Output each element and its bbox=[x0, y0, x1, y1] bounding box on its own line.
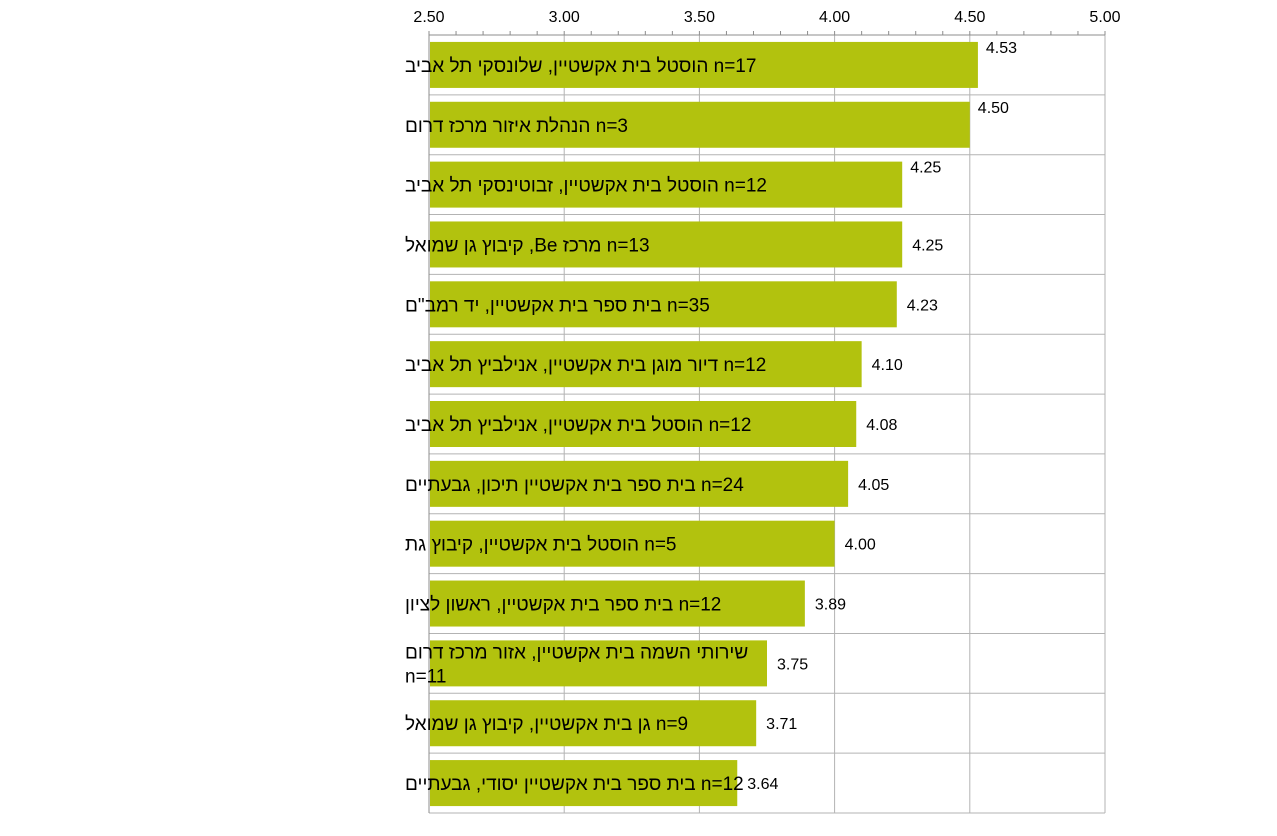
bar bbox=[430, 341, 862, 388]
data-label: 3.89 bbox=[815, 597, 846, 614]
data-labels: 4.53 4.50 4.25 4.25 4.23 4.10 4.08 4.05 4.00 3.89… bbox=[747, 40, 1017, 793]
data-label: 4.25 bbox=[912, 237, 943, 254]
data-label: 4.00 bbox=[845, 537, 876, 554]
data-label: 4.23 bbox=[907, 297, 938, 314]
data-label: 4.05 bbox=[858, 477, 889, 494]
bar bbox=[430, 161, 903, 208]
data-label: 4.53 bbox=[986, 40, 1017, 57]
data-label: 4.50 bbox=[978, 100, 1009, 117]
category-label: n=12 בית ספר בית אקשטיין, ראשון לציון bbox=[405, 595, 721, 616]
chart-bars bbox=[430, 41, 978, 807]
bar bbox=[430, 401, 857, 447]
data-label: 3.64 bbox=[747, 776, 778, 793]
x-tick-label: 4.00 bbox=[819, 9, 850, 26]
bar bbox=[430, 101, 970, 148]
bar bbox=[430, 221, 903, 268]
category-label: שירותי השמה בית אקשטיין, אזור מרכז דרום bbox=[405, 642, 748, 663]
category-label: n=35 בית ספר בית אקשטיין, יד רמב"ם bbox=[405, 295, 710, 316]
data-label: 4.08 bbox=[866, 417, 897, 434]
category-label: n=12 הוסטל בית אקשטיין, אנילביץ תל אביב bbox=[405, 415, 751, 436]
category-label: n=24 בית ספר בית אקשטיין תיכון, גבעתיים bbox=[405, 475, 744, 496]
category-label: n=5 הוסטל בית אקשטיין, קיבוץ גת bbox=[405, 535, 677, 556]
data-label: 3.75 bbox=[777, 656, 808, 673]
x-tick-label: 2.50 bbox=[413, 9, 444, 26]
category-label: n=11 bbox=[405, 666, 446, 687]
category-label: n=12 בית ספר בית אקשטיין יסודי, גבעתיים bbox=[405, 774, 744, 795]
x-tick-label: 4.50 bbox=[954, 9, 985, 26]
bar bbox=[430, 281, 897, 328]
chart-grid bbox=[428, 31, 1106, 814]
category-label: n=12 דיור מוגן בית אקשטיין, אנילביץ תל א… bbox=[405, 355, 766, 376]
bar bbox=[430, 460, 849, 507]
category-labels: n=17 הוסטל בית אקשטיין, שלונסקי תל אביב n… bbox=[405, 56, 767, 795]
bar bbox=[430, 700, 757, 747]
category-label: n=9 גן בית אקשטיין, קיבוץ גן שמואל bbox=[405, 714, 688, 735]
bar bbox=[430, 580, 805, 627]
x-axis-ticks: 2.50 3.00 3.50 4.00 4.50 5.00 bbox=[413, 9, 1120, 26]
data-label: 4.25 bbox=[910, 160, 941, 177]
category-label: n=13 מרכז Be, קיבוץ גן שמואל bbox=[405, 235, 650, 256]
x-tick-label: 3.00 bbox=[549, 9, 580, 26]
data-label: 4.10 bbox=[872, 357, 903, 374]
bar bbox=[430, 760, 738, 807]
x-tick-label: 3.50 bbox=[684, 9, 715, 26]
data-label: 3.71 bbox=[766, 716, 797, 733]
category-label: n=17 הוסטל בית אקשטיין, שלונסקי תל אביב bbox=[405, 56, 756, 77]
bar bbox=[430, 520, 835, 567]
category-label: n=12 הוסטל בית אקשטיין, זבוטינסקי תל אבי… bbox=[405, 176, 767, 197]
category-label: n=3 הנהלת איזור מרכז דרום bbox=[405, 116, 628, 137]
x-tick-label: 5.00 bbox=[1089, 9, 1120, 26]
bar bbox=[430, 41, 978, 88]
bar bbox=[430, 640, 767, 687]
